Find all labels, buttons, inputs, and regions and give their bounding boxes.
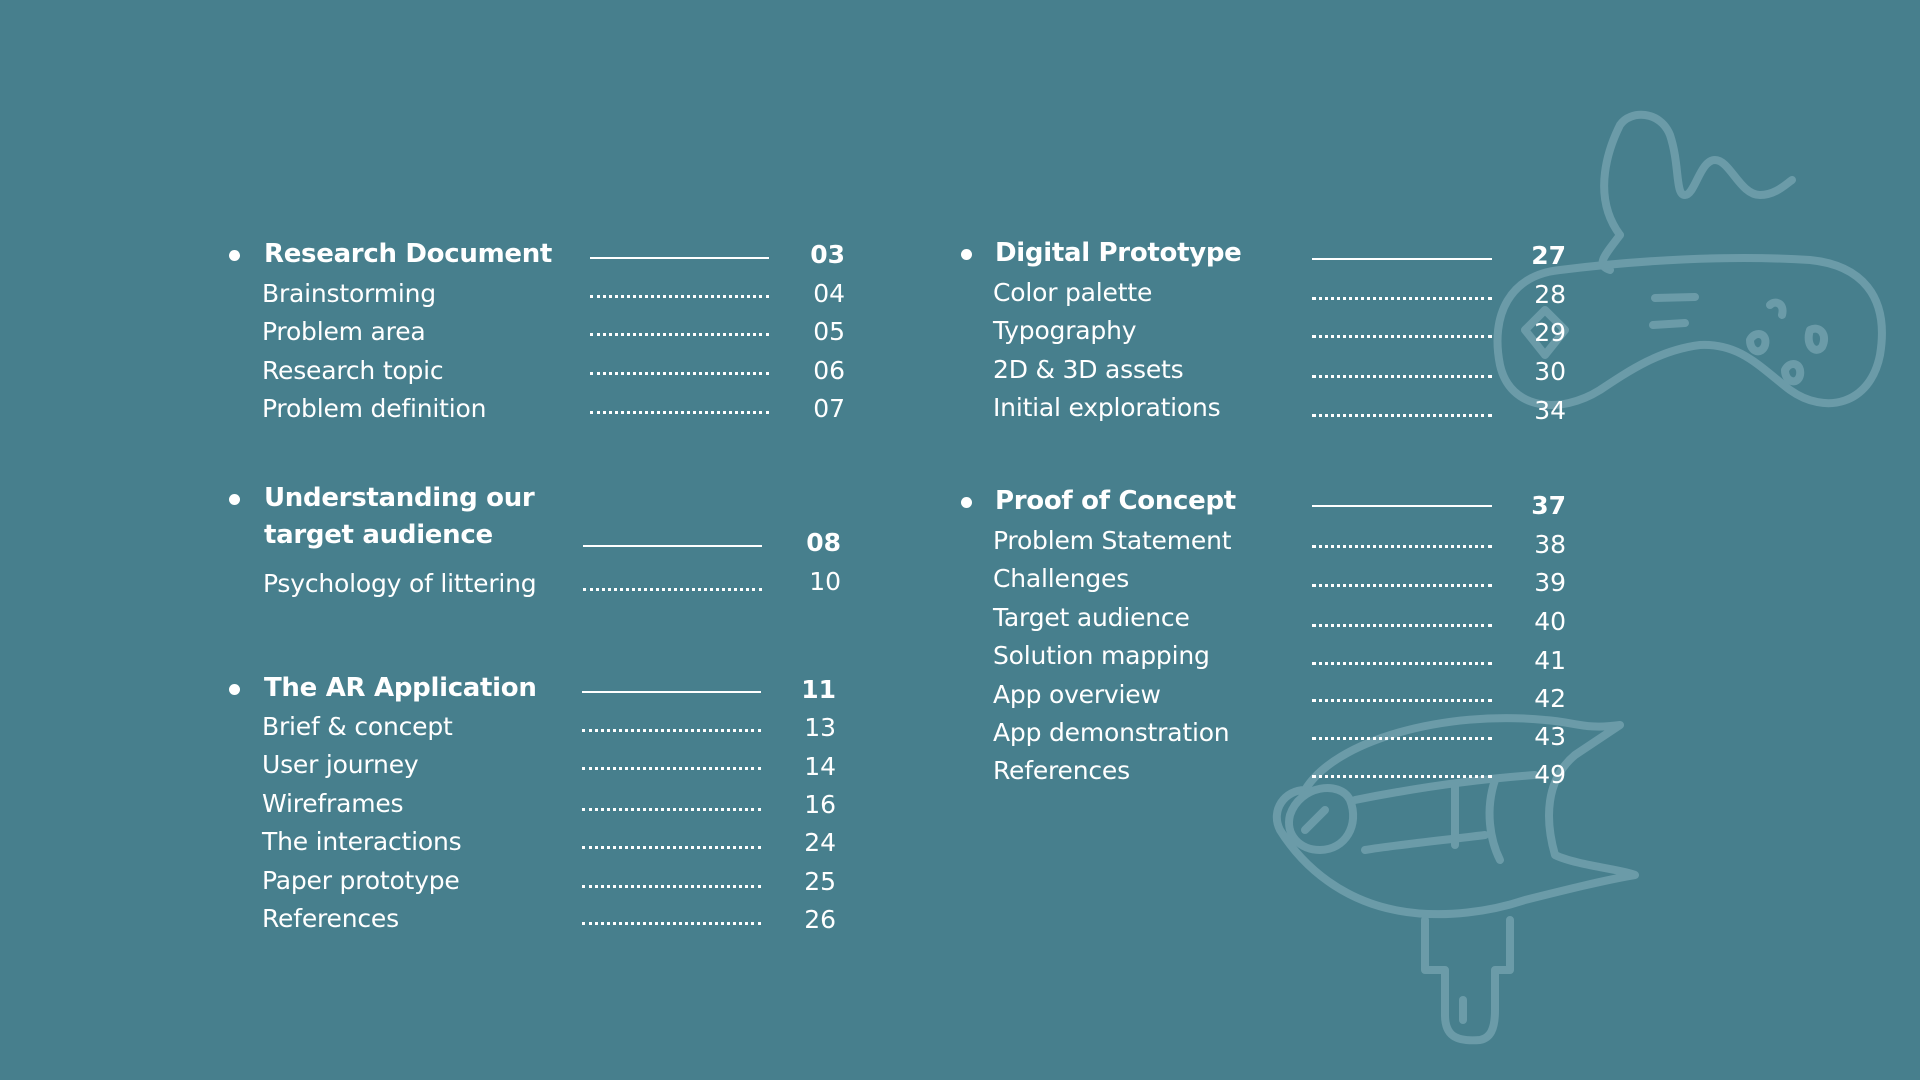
toc-item[interactable]: Problem area — [262, 317, 426, 346]
item-page: 40 — [1534, 607, 1566, 636]
dotted-leader — [1312, 545, 1492, 548]
toc-item[interactable]: Solution mapping — [993, 641, 1210, 670]
item-page: 39 — [1534, 568, 1566, 597]
toc-item[interactable]: Brainstorming — [262, 279, 436, 308]
toc-item[interactable]: References — [993, 756, 1130, 785]
dotted-leader — [1312, 414, 1492, 417]
item-page: 25 — [804, 867, 836, 896]
leader-line — [1312, 505, 1492, 507]
toc-item[interactable]: Color palette — [993, 278, 1153, 307]
item-page: 28 — [1534, 280, 1566, 309]
game-controller-icon — [1493, 110, 1886, 409]
item-page: 43 — [1534, 722, 1566, 751]
bullet — [961, 249, 972, 260]
dotted-leader — [582, 767, 761, 770]
item-page: 34 — [1534, 396, 1566, 425]
toc-item[interactable]: Initial explorations — [993, 393, 1221, 422]
toc-item[interactable]: The interactions — [262, 827, 462, 856]
leader-line — [1312, 258, 1492, 260]
toc-item[interactable]: Psychology of littering — [263, 569, 537, 598]
item-page: 41 — [1534, 646, 1566, 675]
toc-item[interactable]: Problem Statement — [993, 526, 1232, 555]
section-title[interactable]: Research Document — [264, 239, 553, 269]
bullet — [961, 497, 972, 508]
toc-item[interactable]: Wireframes — [262, 789, 404, 818]
dotted-leader — [590, 295, 769, 298]
bullet — [229, 684, 240, 695]
toc-item[interactable]: Typography — [993, 316, 1137, 345]
leader-line — [582, 691, 761, 693]
section-title[interactable]: The AR Application — [264, 673, 537, 703]
dotted-leader — [1312, 775, 1492, 778]
section-page: 08 — [806, 528, 841, 557]
toc-item[interactable]: App demonstration — [993, 718, 1230, 747]
toc-item[interactable]: Problem definition — [262, 394, 487, 423]
section-page: 11 — [801, 675, 836, 704]
dotted-leader — [1312, 737, 1492, 740]
dotted-leader — [582, 922, 761, 925]
dotted-leader — [1312, 699, 1492, 702]
toc-item[interactable]: Paper prototype — [262, 866, 460, 895]
item-page: 13 — [804, 713, 836, 742]
toc-item[interactable]: Target audience — [993, 603, 1190, 632]
item-page: 06 — [813, 356, 845, 385]
dotted-leader — [582, 808, 761, 811]
section-title-line2[interactable]: target audience — [264, 520, 493, 550]
item-page: 30 — [1534, 357, 1566, 386]
vr-headset-icon — [1272, 714, 1639, 1045]
item-page: 14 — [804, 752, 836, 781]
section-page: 27 — [1531, 241, 1566, 270]
dotted-leader — [1312, 624, 1492, 627]
section-page: 03 — [810, 240, 845, 269]
bullet — [229, 250, 240, 261]
toc-item[interactable]: App overview — [993, 680, 1161, 709]
dotted-leader — [590, 372, 769, 375]
dotted-leader — [582, 885, 761, 888]
dotted-leader — [1312, 335, 1492, 338]
item-page: 49 — [1534, 760, 1566, 789]
item-page: 29 — [1534, 318, 1566, 347]
bullet — [229, 494, 240, 505]
dotted-leader — [582, 846, 761, 849]
toc-item[interactable]: Brief & concept — [262, 712, 453, 741]
toc-item[interactable]: 2D & 3D assets — [993, 355, 1184, 384]
dotted-leader — [1312, 584, 1492, 587]
item-page: 26 — [804, 905, 836, 934]
item-page: 10 — [809, 567, 841, 596]
item-page: 07 — [813, 394, 845, 423]
dotted-leader — [1312, 297, 1492, 300]
dotted-leader — [1312, 662, 1492, 665]
item-page: 16 — [804, 790, 836, 819]
dotted-leader — [590, 411, 769, 414]
toc-item[interactable]: Challenges — [993, 564, 1130, 593]
dotted-leader — [582, 729, 761, 732]
section-title[interactable]: Digital Prototype — [995, 238, 1242, 268]
section-page: 37 — [1531, 491, 1566, 520]
section-title[interactable]: Proof of Concept — [995, 486, 1236, 516]
toc-item[interactable]: User journey — [262, 750, 419, 779]
toc-item[interactable]: Research topic — [262, 356, 444, 385]
dotted-leader — [590, 333, 769, 336]
leader-line — [590, 257, 769, 259]
dotted-leader — [583, 588, 762, 591]
item-page: 05 — [813, 317, 845, 346]
item-page: 24 — [804, 828, 836, 857]
item-page: 38 — [1534, 530, 1566, 559]
leader-line — [583, 545, 762, 547]
toc-item[interactable]: References — [262, 904, 399, 933]
item-page: 04 — [813, 279, 845, 308]
section-title-line1[interactable]: Understanding our — [264, 483, 535, 513]
dotted-leader — [1312, 375, 1492, 378]
item-page: 42 — [1534, 684, 1566, 713]
